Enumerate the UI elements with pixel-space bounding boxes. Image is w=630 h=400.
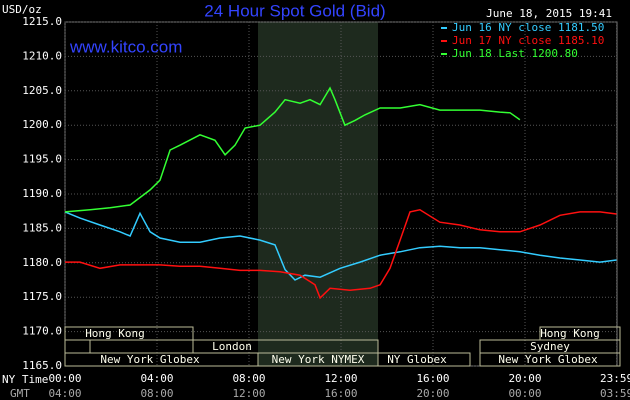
session-label: New York Globex (100, 353, 200, 366)
x-tick-label: 00:00 (48, 372, 81, 385)
legend-label: Jun 16 NY close 1181.50 (452, 21, 604, 34)
session-label: New York Globex (498, 353, 598, 366)
session-label: London (212, 340, 252, 353)
session-box (539, 326, 621, 341)
price-line (64, 211, 617, 281)
y-tick-label: 1165.0 (22, 359, 62, 372)
session-label: NY Globex (387, 353, 447, 366)
x-axis-label: NY Time (2, 373, 48, 386)
x2-tick-label: 20:00 (416, 387, 449, 400)
legend-label: Jun 18 Last 1200.80 (452, 47, 578, 60)
y-tick-label: 1185.0 (22, 221, 62, 234)
y-tick-label: 1200.0 (22, 118, 62, 131)
x2-tick-label: 04:00 (48, 387, 81, 400)
x2-tick-label: 03:59 (600, 387, 630, 400)
session-box (64, 326, 194, 341)
session-label: Hong Kong (540, 327, 600, 340)
x-tick-label: 04:00 (140, 372, 173, 385)
x-tick-label: 20:00 (508, 372, 541, 385)
chart-title: 24 Hour Spot Gold (Bid) (204, 1, 385, 20)
y-tick-label: 1180.0 (22, 256, 62, 269)
x-tick-label: 12:00 (324, 372, 357, 385)
y-tick-label: 1190.0 (22, 187, 62, 200)
x-tick-label: 08:00 (232, 372, 265, 385)
price-line (65, 209, 617, 300)
session-label: Hong Kong (85, 327, 145, 340)
x-tick-label: 16:00 (416, 372, 449, 385)
session-box (377, 352, 471, 367)
session-label: Sydney (530, 340, 570, 353)
y-axis-label: USD/oz (2, 3, 42, 16)
price-line (64, 86, 521, 213)
timestamp: June 18, 2015 19:41 (486, 7, 612, 20)
x2-tick-label: 12:00 (232, 387, 265, 400)
session-box (479, 352, 621, 367)
y-tick-label: 1195.0 (22, 153, 62, 166)
session-label: New York NYMEX (272, 353, 365, 366)
x2-axis-label: GMT (10, 387, 30, 400)
y-tick-label: 1175.0 (22, 290, 62, 303)
y-tick-label: 1205.0 (22, 84, 62, 97)
x2-tick-label: 16:00 (324, 387, 357, 400)
y-tick-label: 1210.0 (22, 49, 62, 62)
y-tick-label: 1170.0 (22, 325, 62, 338)
x-tick-label: 23:59 (600, 372, 630, 385)
legend-label: Jun 17 NY close 1185.10 (452, 34, 604, 47)
y-tick-label: 1215.0 (22, 15, 62, 28)
x2-tick-label: 00:00 (508, 387, 541, 400)
x2-tick-label: 08:00 (140, 387, 173, 400)
source: www.kitco.com (69, 37, 182, 56)
